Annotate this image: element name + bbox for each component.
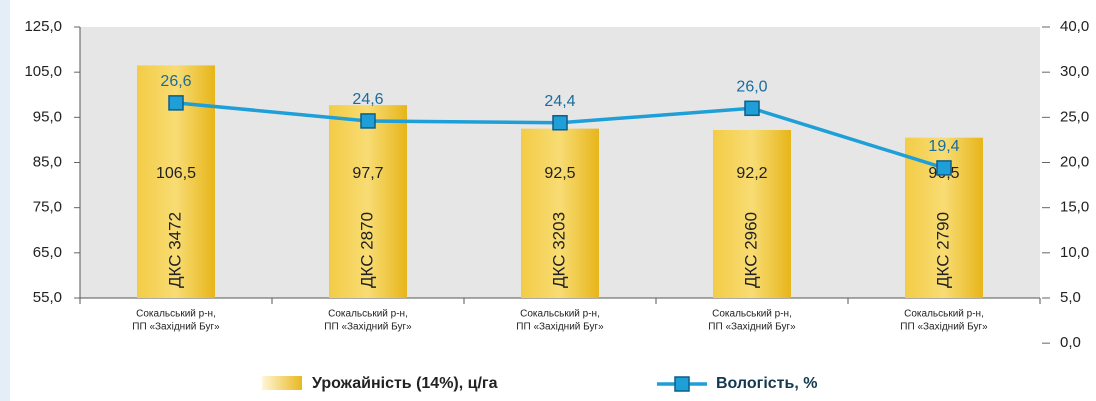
bar-name: ДКС 3472 [165,212,184,288]
bar-value-label: 92,2 [736,165,767,182]
y2-tick-label: 15,0 [1060,199,1089,216]
legend-label: Вологість, % [716,375,817,392]
y-tick-label: 85,0 [33,153,62,170]
bar-value-label: 106,5 [156,165,196,182]
side-strip [0,0,10,401]
line-value-label: 24,6 [352,91,383,108]
line-value-label: 26,6 [160,73,191,90]
bar-name: ДКС 2790 [933,212,952,288]
x-tick-label: Сокальський р-н, [520,309,600,320]
y-tick-label: 125,0 [24,18,62,35]
legend-label: Урожайність (14%), ц/га [312,375,498,392]
line-marker [552,115,568,131]
y2-tick-label: 20,0 [1060,153,1089,170]
y-tick-label: 95,0 [33,108,62,125]
y2-tick-label: 5,0 [1060,289,1081,306]
x-tick-label: ПП «Західний Буг» [516,322,604,333]
y2-tick-label: 25,0 [1060,108,1089,125]
x-tick-label: ПП «Західний Буг» [708,322,796,333]
x-tick-label: ПП «Західний Буг» [324,322,412,333]
y-tick-label: 65,0 [33,244,62,261]
line-value-label: 24,4 [544,93,575,110]
line-marker [168,95,184,111]
legend-swatch [262,376,302,390]
y2-tick-label: 0,0 [1060,334,1081,351]
line-value-label: 19,4 [928,138,959,155]
x-tick-label: Сокальський р-н, [328,309,408,320]
y-tick-label: 55,0 [33,289,62,306]
line-marker [744,100,760,117]
y-tick-label: 105,0 [24,63,62,80]
x-tick-label: ПП «Західний Буг» [900,322,988,333]
bar [329,105,407,298]
y2-tick-label: 30,0 [1060,63,1089,80]
line-value-label: 26,0 [736,79,767,96]
bar-value-label: 92,5 [544,165,575,182]
bar [521,128,599,298]
y2-tick-label: 10,0 [1060,244,1089,261]
bar-value-label: 97,7 [352,165,383,182]
bar-name: ДКС 2960 [741,212,760,288]
bar [713,129,791,298]
y2-tick-label: 40,0 [1060,18,1089,35]
line-marker [360,113,376,129]
line-marker [936,160,952,176]
bar-name: ДКС 3203 [549,212,568,288]
x-tick-label: ПП «Західний Буг» [132,322,220,333]
x-tick-label: Сокальський р-н, [712,309,792,320]
x-tick-label: Сокальський р-н, [136,309,216,320]
bar-name: ДКС 2870 [357,212,376,288]
x-tick-label: Сокальський р-н, [904,309,984,320]
legend-marker [674,376,690,392]
y-tick-label: 75,0 [33,199,62,216]
